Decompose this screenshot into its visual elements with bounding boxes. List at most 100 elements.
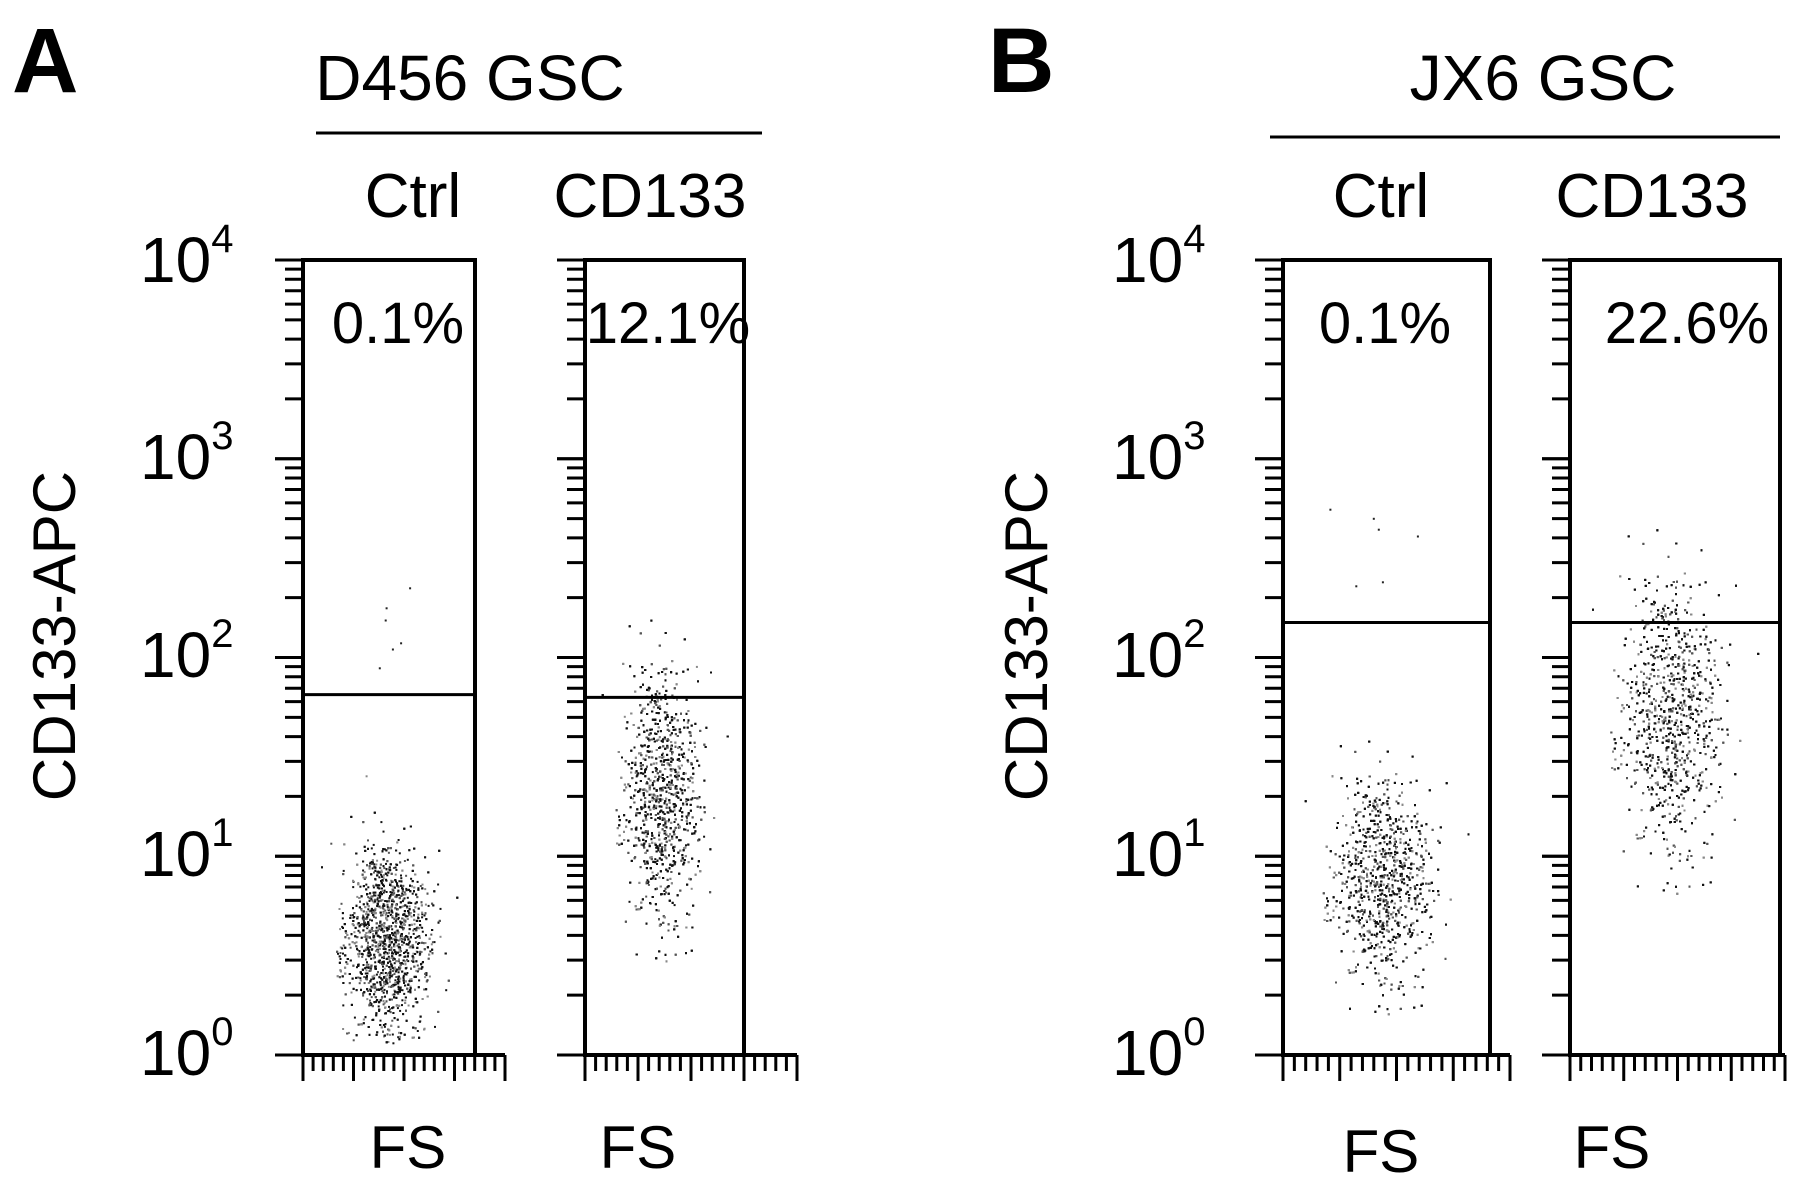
data-point (383, 922, 386, 925)
data-point (362, 992, 365, 995)
data-point (640, 806, 643, 809)
data-point (689, 776, 692, 779)
data-point (649, 808, 652, 811)
data-point (372, 935, 375, 938)
data-point (661, 846, 664, 849)
data-point (386, 905, 389, 908)
data-point (650, 858, 653, 861)
data-point (369, 892, 372, 895)
data-point (670, 757, 673, 760)
data-point (365, 888, 368, 891)
data-point (390, 948, 393, 951)
data-point (378, 988, 381, 991)
data-point (416, 880, 419, 883)
data-point (402, 928, 405, 931)
x-axis-label: FS (370, 1114, 447, 1181)
data-point (660, 848, 663, 851)
data-point (675, 672, 678, 675)
data-point (371, 861, 374, 864)
data-point (410, 979, 413, 982)
data-point (371, 859, 374, 862)
data-point (404, 999, 407, 1002)
data-point (375, 926, 378, 929)
data-point (645, 922, 648, 925)
data-point (675, 776, 678, 779)
data-point (362, 821, 365, 824)
data-point (669, 827, 672, 830)
data-point (402, 884, 405, 887)
data-point (419, 926, 422, 929)
data-point (392, 952, 395, 955)
data-point (374, 909, 377, 912)
data-point (662, 811, 665, 814)
data-point (656, 690, 659, 693)
data-point (414, 937, 417, 939)
data-point (407, 911, 410, 914)
data-point (399, 954, 402, 957)
data-point (379, 866, 382, 869)
data-point (389, 863, 392, 866)
data-point (404, 980, 407, 983)
data-point (630, 796, 632, 799)
data-point (387, 961, 389, 964)
data-point (662, 752, 664, 755)
data-point (376, 897, 379, 899)
data-point (395, 996, 398, 999)
data-point (431, 929, 434, 931)
data-point (342, 982, 345, 984)
data-point (685, 926, 688, 929)
data-point (677, 771, 680, 774)
data-point (428, 975, 431, 978)
data-point (657, 849, 660, 852)
data-point (421, 913, 424, 916)
data-point (389, 974, 391, 977)
data-point (374, 898, 377, 901)
data-point (385, 964, 388, 967)
data-point (395, 868, 398, 871)
data-point (666, 870, 669, 873)
data-point (400, 926, 403, 929)
data-point (661, 798, 664, 801)
data-point (652, 706, 655, 709)
data-point (373, 911, 375, 914)
data-point (653, 787, 656, 790)
data-point (365, 775, 368, 778)
data-point (376, 886, 379, 889)
data-point (634, 905, 637, 908)
data-point (406, 858, 409, 861)
data-point (366, 925, 369, 928)
data-point (689, 809, 692, 812)
data-point (385, 891, 388, 893)
data-point (412, 1026, 415, 1029)
data-point (378, 943, 380, 946)
data-point (424, 976, 427, 979)
data-point (390, 1024, 393, 1027)
data-point (417, 968, 420, 971)
data-point (401, 890, 404, 893)
data-point (679, 787, 682, 790)
data-point (663, 832, 666, 835)
data-point (634, 756, 637, 759)
dot-cloud (601, 619, 729, 963)
data-point (692, 767, 695, 770)
data-point (375, 884, 378, 887)
data-point (370, 969, 372, 972)
data-point (376, 981, 379, 984)
data-point (666, 746, 669, 749)
data-point (682, 804, 685, 806)
data-point (387, 871, 390, 874)
data-point (629, 881, 632, 884)
data-point (421, 941, 424, 944)
data-point (390, 946, 393, 949)
data-point (370, 862, 373, 865)
data-point (382, 877, 385, 880)
data-point (374, 907, 377, 910)
data-point (405, 949, 408, 952)
data-point (674, 861, 677, 864)
data-point (658, 705, 661, 707)
data-point (654, 693, 657, 696)
data-point (393, 1017, 396, 1020)
data-point (662, 745, 665, 748)
data-point (391, 898, 394, 901)
data-point (362, 885, 365, 888)
